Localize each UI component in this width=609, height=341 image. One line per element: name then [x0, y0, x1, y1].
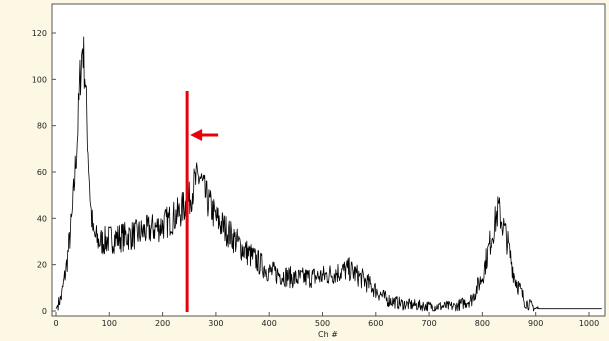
x-tick-label: 600 — [368, 319, 383, 328]
x-tick-label: 300 — [208, 319, 223, 328]
y-tick-label: 100 — [32, 75, 47, 84]
x-tick-label: 700 — [421, 319, 436, 328]
red-arrow-icon — [190, 129, 203, 141]
y-tick-label: 80 — [37, 122, 47, 131]
tick-group: 0 100 200 300 400 500 600 700 800 900 1000 0 20 40 60 8… — [32, 29, 599, 328]
y-tick-label: 60 — [37, 168, 47, 177]
x-axis-title: Ch # — [318, 330, 338, 339]
x-tick-label: 500 — [315, 319, 330, 328]
x-tick-label: 200 — [155, 319, 170, 328]
x-tick-label: 800 — [475, 319, 490, 328]
x-tick-label: 100 — [102, 319, 117, 328]
x-tick-label: 900 — [528, 319, 543, 328]
x-tick-label: 1000 — [579, 319, 599, 328]
x-tick-label: 0 — [53, 319, 58, 328]
y-tick-label: 40 — [37, 214, 47, 223]
series-line — [55, 36, 602, 312]
y-tick-label: 120 — [32, 29, 47, 38]
plot-area — [51, 3, 606, 317]
y-tick-label: 0 — [42, 307, 47, 316]
x-tick-label: 400 — [262, 319, 277, 328]
y-tick-label: 20 — [37, 261, 47, 270]
